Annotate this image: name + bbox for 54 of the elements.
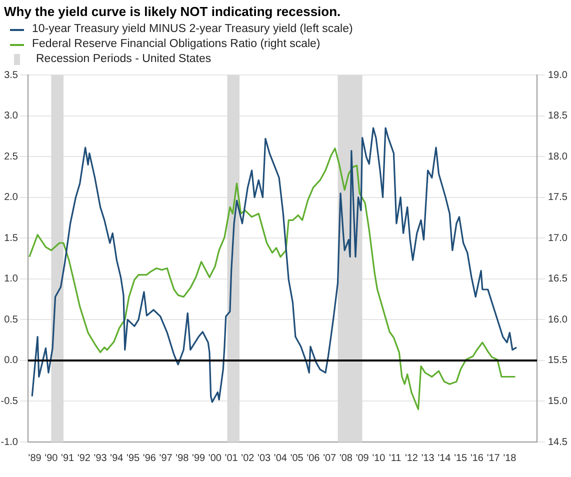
x-tick-label: '04 — [274, 452, 288, 464]
x-tick-label: '03 — [258, 452, 272, 464]
y-tick-label: 1.0 — [4, 274, 18, 285]
x-tick-label: '17 — [486, 452, 500, 464]
x-tick-label: '13 — [421, 452, 435, 464]
y2-tick-label: 15.0 — [548, 396, 568, 407]
y-tick-label: 3.5 — [4, 70, 18, 81]
y-tick-label: 0.5 — [4, 314, 18, 326]
x-tick-label: '08 — [339, 452, 353, 464]
x-tick-label: '95 — [126, 452, 140, 464]
y2-tick-label: 17.0 — [548, 232, 568, 244]
y2-tick-label: 17.5 — [548, 192, 568, 204]
y-tick-label: 0.0 — [4, 355, 18, 366]
x-tick-label: '09 — [356, 452, 370, 464]
y-tick-label: 1.5 — [4, 232, 18, 244]
y-tick-label: 2.0 — [4, 192, 18, 204]
x-tick-label: '15 — [454, 452, 468, 464]
y-tick-label: -1.0 — [0, 436, 18, 448]
x-tick-label: '18 — [503, 452, 517, 464]
y2-tick-label: 19.0 — [548, 70, 568, 81]
x-tick-label: '93 — [94, 452, 108, 464]
legend-label: Recession Periods - United States — [36, 52, 212, 67]
x-tick-label: '00 — [208, 452, 222, 464]
x-tick-label: '97 — [159, 452, 173, 464]
x-tick-label: '12 — [404, 452, 418, 464]
y-tick-label: 3.0 — [4, 110, 18, 122]
x-tick-label: '06 — [306, 452, 320, 464]
y2-tick-label: 16.5 — [548, 274, 568, 285]
x-tick-label: '89 — [28, 452, 42, 464]
x-tick-label: '07 — [323, 452, 337, 464]
x-tick-label: '02 — [241, 452, 255, 464]
x-tick-label: '98 — [176, 452, 190, 464]
x-tick-label: '16 — [470, 452, 484, 464]
y-tick-label: -0.5 — [0, 396, 18, 407]
x-tick-label: '90 — [44, 452, 58, 464]
y2-tick-label: 18.0 — [548, 151, 568, 162]
x-tick-label: '92 — [77, 452, 91, 464]
x-tick-label: '11 — [388, 452, 402, 464]
legend-label: 10-year Treasury yield MINUS 2-year Treasury yield (left scale) — [32, 22, 353, 37]
y2-tick-label: 18.5 — [548, 110, 568, 122]
legend-label: Federal Reserve Financial Obligations Ratio (right scale) — [32, 37, 320, 52]
x-tick-label: '99 — [192, 452, 206, 464]
x-tick-label: '94 — [110, 452, 124, 464]
x-tick-label: '96 — [142, 452, 156, 464]
y-tick-label: 2.5 — [4, 151, 18, 162]
y2-tick-label: 14.5 — [548, 436, 568, 448]
x-tick-label: '91 — [61, 452, 75, 464]
x-tick-label: '05 — [290, 452, 304, 464]
y2-tick-label: 15.5 — [548, 355, 568, 366]
x-tick-label: '01 — [224, 452, 238, 464]
y2-tick-label: 16.0 — [548, 314, 568, 326]
chart-title: Why the yield curve is likely NOT indicating recession. — [4, 4, 341, 19]
x-tick-label: '14 — [438, 452, 452, 464]
x-tick-label: '10 — [372, 452, 386, 464]
